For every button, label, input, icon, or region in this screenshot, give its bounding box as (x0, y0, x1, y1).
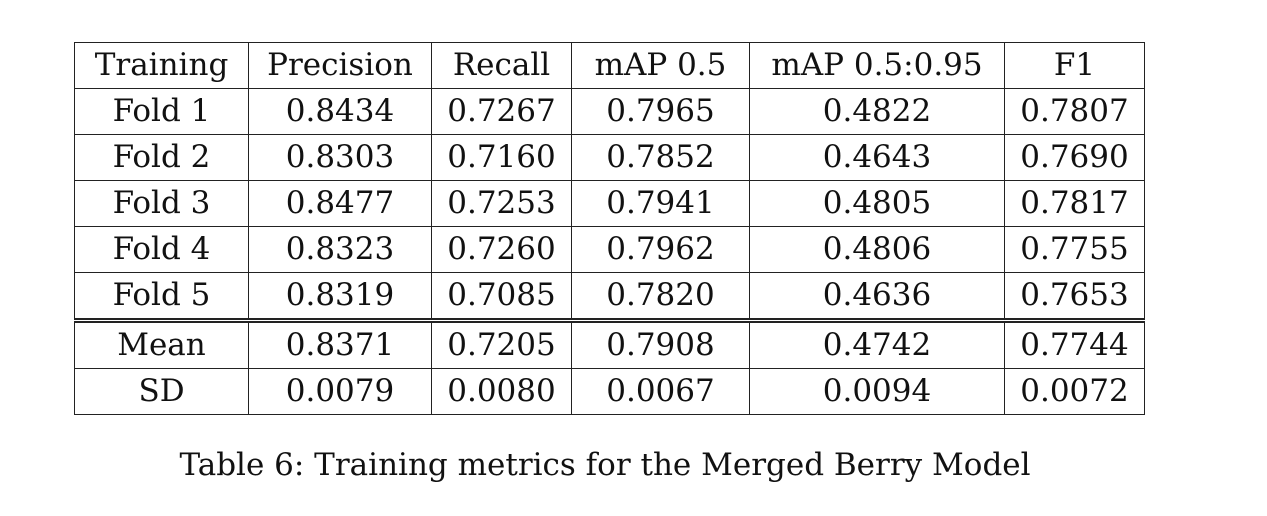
table-cell: 0.7085 (431, 272, 572, 321)
table-cell: Fold 5 (74, 272, 249, 321)
table-cell: Fold 3 (74, 180, 249, 227)
table-cell: 0.4806 (749, 226, 1005, 273)
table-cell: 0.7690 (1004, 134, 1145, 181)
table-cell: 0.8434 (248, 88, 432, 135)
table-cell: 0.7941 (571, 180, 750, 227)
table-cell: SD (74, 368, 249, 415)
table-cell: Fold 2 (74, 134, 249, 181)
table-cell: 0.7807 (1004, 88, 1145, 135)
table-cell: 0.0080 (431, 368, 572, 415)
table-cell: 0.7755 (1004, 226, 1145, 273)
table-cell: 0.4742 (749, 318, 1005, 369)
table-cell: 0.8477 (248, 180, 432, 227)
table-row: Fold 1 0.8434 0.7267 0.7965 0.4822 0.780… (74, 88, 1145, 135)
table-cell: 0.0072 (1004, 368, 1145, 415)
table-cell: 0.7820 (571, 272, 750, 321)
header-f1: F1 (1004, 42, 1145, 89)
table-cell: Fold 1 (74, 88, 249, 135)
table-cell: 0.4822 (749, 88, 1005, 135)
table-cell: Fold 4 (74, 226, 249, 273)
table-cell: 0.0079 (248, 368, 432, 415)
table-cell: 0.7267 (431, 88, 572, 135)
table-row: Fold 2 0.8303 0.7160 0.7852 0.4643 0.769… (74, 134, 1145, 181)
table-cell: 0.7852 (571, 134, 750, 181)
table-cell: 0.7653 (1004, 272, 1145, 321)
table-row: Fold 3 0.8477 0.7253 0.7941 0.4805 0.781… (74, 180, 1145, 227)
header-precision: Precision (248, 42, 432, 89)
table-cell: 0.7205 (431, 318, 572, 369)
metrics-table-container: Training Precision Recall mAP 0.5 mAP 0.… (74, 42, 1145, 415)
table-cell: 0.8323 (248, 226, 432, 273)
table-caption: Table 6: Training metrics for the Merged… (179, 447, 1031, 483)
table-cell: Mean (74, 318, 249, 369)
training-metrics-table: Training Precision Recall mAP 0.5 mAP 0.… (74, 42, 1145, 415)
summary-row-sd: SD 0.0079 0.0080 0.0067 0.0094 0.0072 (74, 368, 1145, 415)
table-cell: 0.7260 (431, 226, 572, 273)
table-cell: 0.8319 (248, 272, 432, 321)
table-cell: 0.7908 (571, 318, 750, 369)
table-cell: 0.4805 (749, 180, 1005, 227)
table-header-row: Training Precision Recall mAP 0.5 mAP 0.… (74, 42, 1145, 89)
table-cell: 0.8303 (248, 134, 432, 181)
table-row: Fold 4 0.8323 0.7260 0.7962 0.4806 0.775… (74, 226, 1145, 273)
table-cell: 0.7160 (431, 134, 572, 181)
table-cell: 0.7965 (571, 88, 750, 135)
table-cell: 0.7817 (1004, 180, 1145, 227)
table-cell: 0.7253 (431, 180, 572, 227)
table-cell: 0.4643 (749, 134, 1005, 181)
header-recall: Recall (431, 42, 572, 89)
table-cell: 0.8371 (248, 318, 432, 369)
table-cell: 0.0067 (571, 368, 750, 415)
table-cell: 0.0094 (749, 368, 1005, 415)
header-map-05-095: mAP 0.5:0.95 (749, 42, 1005, 89)
summary-row-mean: Mean 0.8371 0.7205 0.7908 0.4742 0.7744 (74, 318, 1145, 369)
header-training: Training (74, 42, 249, 89)
table-cell: 0.4636 (749, 272, 1005, 321)
header-map-05: mAP 0.5 (571, 42, 750, 89)
table-row: Fold 5 0.8319 0.7085 0.7820 0.4636 0.765… (74, 272, 1145, 321)
table-cell: 0.7744 (1004, 318, 1145, 369)
table-cell: 0.7962 (571, 226, 750, 273)
